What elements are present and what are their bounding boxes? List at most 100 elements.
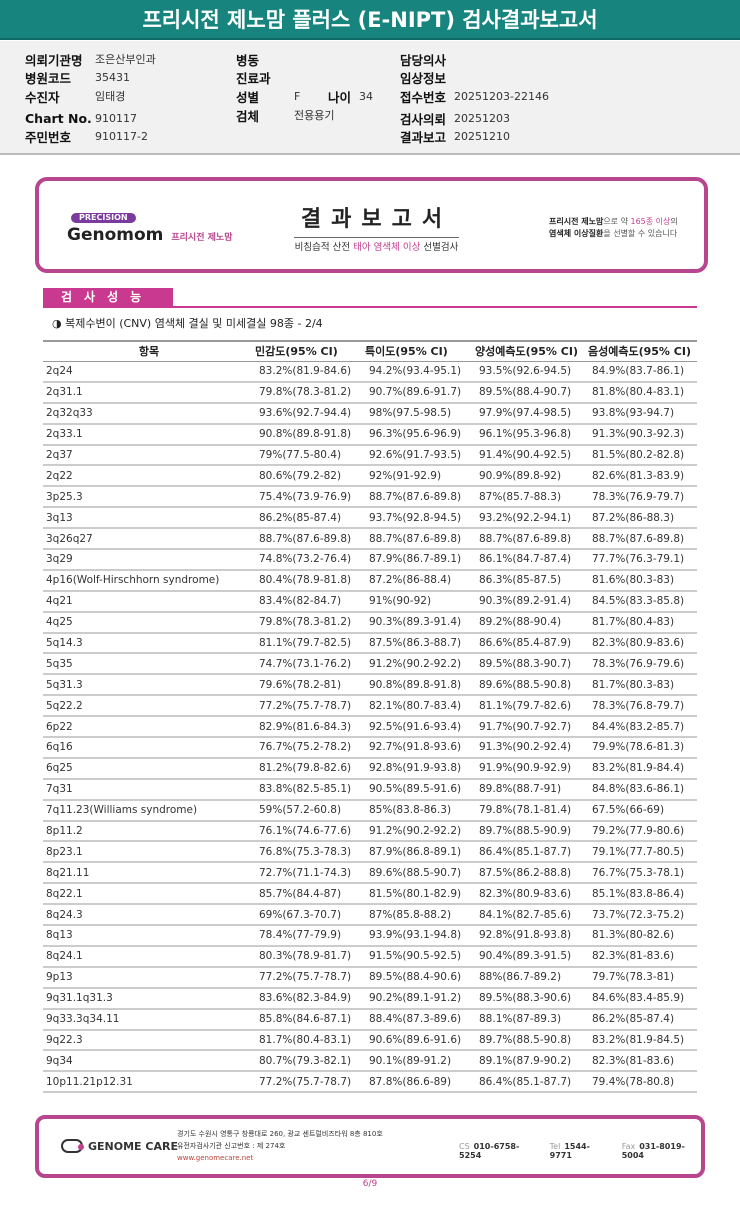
value-cell: 93.9%(93.1-94.8) <box>365 925 475 947</box>
value-cell: 79.8%(78.3-81.2) <box>255 611 365 634</box>
item-cell: 9q34 <box>43 1050 255 1073</box>
info-field: 성별 F <box>236 87 300 105</box>
value-cell: 90.2%(89.1-91.2) <box>365 987 475 1010</box>
item-cell: 9q33.3q34.11 <box>43 1008 255 1031</box>
info-label: 검체 <box>236 108 260 124</box>
value-cell: 83.4%(82-84.7) <box>255 590 365 613</box>
value-cell: 89.5%(88.4-90.7) <box>475 381 588 404</box>
value-cell: 81.3%(80-82.6) <box>588 925 697 947</box>
info-label: 진료과 <box>236 70 271 86</box>
value-cell: 77.2%(75.7-78.7) <box>255 695 365 718</box>
value-cell: 80.7%(79.3-82.1) <box>255 1050 365 1073</box>
website-link[interactable]: www.genomecare.net <box>177 1154 254 1162</box>
item-cell: 5q31.3 <box>43 674 255 697</box>
value-cell: 90.6%(89.6-91.6) <box>365 1029 475 1052</box>
table-row: 2q22 80.6%(79.2-82) 92%(91-92.9) 90.9%(89.8… <box>43 465 697 488</box>
value-cell: 82.3%(80.9-83.6) <box>475 883 588 906</box>
value-cell: 90.8%(89.8-91.8) <box>255 423 365 446</box>
table-row: 2q31.1 79.8%(78.3-81.2) 90.7%(89.6-91.7) 89… <box>43 381 697 404</box>
value-cell: 89.6%(88.5-90.8) <box>475 674 588 697</box>
value-cell: 84.9%(83.7-86.1) <box>588 361 697 383</box>
company-address: 경기도 수원시 영통구 창룡대로 260, 광교 센트럴비즈타워 8층 810호… <box>177 1130 383 1162</box>
value-cell: 93.2%(92.2-94.1) <box>475 507 588 530</box>
info-label: 임상정보 <box>400 70 447 86</box>
value-cell: 88.7%(87.6-89.8) <box>475 528 588 551</box>
report-title: 프리시전 제노맘 플러스 (E-NIPT) 검사결과보고서 <box>0 0 740 40</box>
table-row: 2q24 83.2%(81.9-84.6) 94.2%(93.4-95.1) 93.5… <box>43 361 697 383</box>
table-row: 8q24.3 69%(67.3-70.7) 87%(85.8-88.2) 84.1%(… <box>43 904 697 927</box>
value-cell: 77.7%(76.3-79.1) <box>588 549 697 571</box>
page-number: 6/9 <box>362 1179 378 1189</box>
value-cell: 93.7%(92.8-94.5) <box>365 507 475 530</box>
value-cell: 82.6%(81.3-83.9) <box>588 465 697 488</box>
value-cell: 88.7%(87.6-89.8) <box>255 528 365 551</box>
table-row: 2q37 79%(77.5-80.4) 92.6%(91.7-93.5) 91.4%(… <box>43 444 697 467</box>
value-cell: 79.6%(78.2-81) <box>255 674 365 697</box>
value-cell: 76.8%(75.3-78.3) <box>255 841 365 864</box>
info-label: 성별 <box>236 89 260 105</box>
item-cell: 2q32q33 <box>43 402 255 425</box>
value-cell: 81.8%(80.4-83.1) <box>588 381 697 404</box>
info-value: 20251203 <box>454 111 511 125</box>
info-value: F <box>294 89 301 103</box>
value-cell: 81.7%(80.4-83) <box>588 611 697 634</box>
value-cell: 89.1%(87.9-90.2) <box>475 1050 588 1073</box>
table-row: 6q25 81.2%(79.8-82.6) 92.8%(91.9-93.8) 91.9… <box>43 757 697 780</box>
table-row: 7q11.23(Williams syndrome) 59%(57.2-60.8)… <box>43 799 697 822</box>
value-cell: 82.1%(80.7-83.4) <box>365 695 475 718</box>
info-field: 검체 전용용기 <box>236 106 334 124</box>
info-field: 결과보고 20251210 <box>400 127 510 145</box>
item-cell: 5q14.3 <box>43 632 255 655</box>
value-cell: 75.4%(73.9-76.9) <box>255 486 365 509</box>
value-cell: 96.1%(95.3-96.8) <box>475 423 588 446</box>
value-cell: 88.7%(87.6-89.8) <box>365 528 475 551</box>
value-cell: 86.2%(85-87.4) <box>588 1008 697 1031</box>
info-label: Chart No. <box>25 110 92 126</box>
value-cell: 93.5%(92.6-94.5) <box>475 361 588 383</box>
value-cell: 73.7%(72.3-75.2) <box>588 904 697 927</box>
value-cell: 89.5%(88.3-90.6) <box>475 987 588 1010</box>
value-cell: 67.5%(66-69) <box>588 799 697 822</box>
value-cell: 76.7%(75.3-78.1) <box>588 862 697 885</box>
item-cell: 6q25 <box>43 757 255 780</box>
value-cell: 85.7%(84.4-87) <box>255 883 365 906</box>
item-cell: 7q31 <box>43 778 255 801</box>
value-cell: 88.7%(87.6-89.8) <box>588 528 697 551</box>
value-cell: 93.8%(93-94.7) <box>588 402 697 425</box>
report-banner: PRECISION Genomom 프리시전 제노맘 결과보고서 비침습적 산전 … <box>35 177 708 273</box>
table-row: 9p13 77.2%(75.7-78.7) 89.5%(88.4-90.6) 88%(… <box>43 966 697 989</box>
value-cell: 84.4%(83.2-85.7) <box>588 716 697 739</box>
value-cell: 79.1%(77.7-80.5) <box>588 841 697 864</box>
item-cell: 8q22.1 <box>43 883 255 906</box>
item-cell: 8p23.1 <box>43 841 255 864</box>
info-label: 병원코드 <box>25 70 72 86</box>
column-header: 음성예측도(95% CI) <box>588 340 697 362</box>
table-row: 8p11.2 76.1%(74.6-77.6) 91.2%(90.2-92.2) 89… <box>43 820 697 843</box>
item-cell: 7q11.23(Williams syndrome) <box>43 799 255 822</box>
value-cell: 90.1%(89-91.2) <box>365 1050 475 1073</box>
contact-info: CS 010-6758-5254 Tel 1544-9771 Fax 031-8019… <box>459 1142 685 1160</box>
value-cell: 69%(67.3-70.7) <box>255 904 365 927</box>
info-value: 20251203-22146 <box>454 89 549 103</box>
value-cell: 86.3%(85-87.5) <box>475 569 588 592</box>
value-cell: 89.5%(88.3-90.7) <box>475 653 588 676</box>
value-cell: 90.4%(89.3-91.5) <box>475 945 588 968</box>
value-cell: 74.7%(73.1-76.2) <box>255 653 365 676</box>
value-cell: 81.5%(80.1-82.9) <box>365 883 475 906</box>
value-cell: 86.1%(84.7-87.4) <box>475 549 588 571</box>
table-row: 4p16(Wolf-Hirschhorn syndrome) 80.4%(78.9… <box>43 569 697 592</box>
value-cell: 87.5%(86.3-88.7) <box>365 632 475 655</box>
table-row: 9q22.3 81.7%(80.4-83.1) 90.6%(89.6-91.6) 89… <box>43 1029 697 1052</box>
value-cell: 90.3%(89.3-91.4) <box>365 611 475 634</box>
value-cell: 92%(91-92.9) <box>365 465 475 488</box>
section-subtitle: ◑ 복제수변이 (CNV) 염색체 결실 및 미세결실 98종 - 2/4 <box>52 317 323 330</box>
value-cell: 74.8%(73.2-76.4) <box>255 549 365 571</box>
value-cell: 78.3%(76.8-79.7) <box>588 695 697 718</box>
table-row: 8p23.1 76.8%(75.3-78.3) 87.9%(86.8-89.1) 86… <box>43 841 697 864</box>
value-cell: 83.2%(81.9-84.4) <box>588 757 697 780</box>
item-cell: 3q29 <box>43 549 255 571</box>
precision-badge: PRECISION <box>71 213 136 223</box>
value-cell: 79.8%(78.1-81.4) <box>475 799 588 822</box>
table-row: 8q22.1 85.7%(84.4-87) 81.5%(80.1-82.9) 82.3… <box>43 883 697 906</box>
value-cell: 91.9%(90.9-92.9) <box>475 757 588 780</box>
